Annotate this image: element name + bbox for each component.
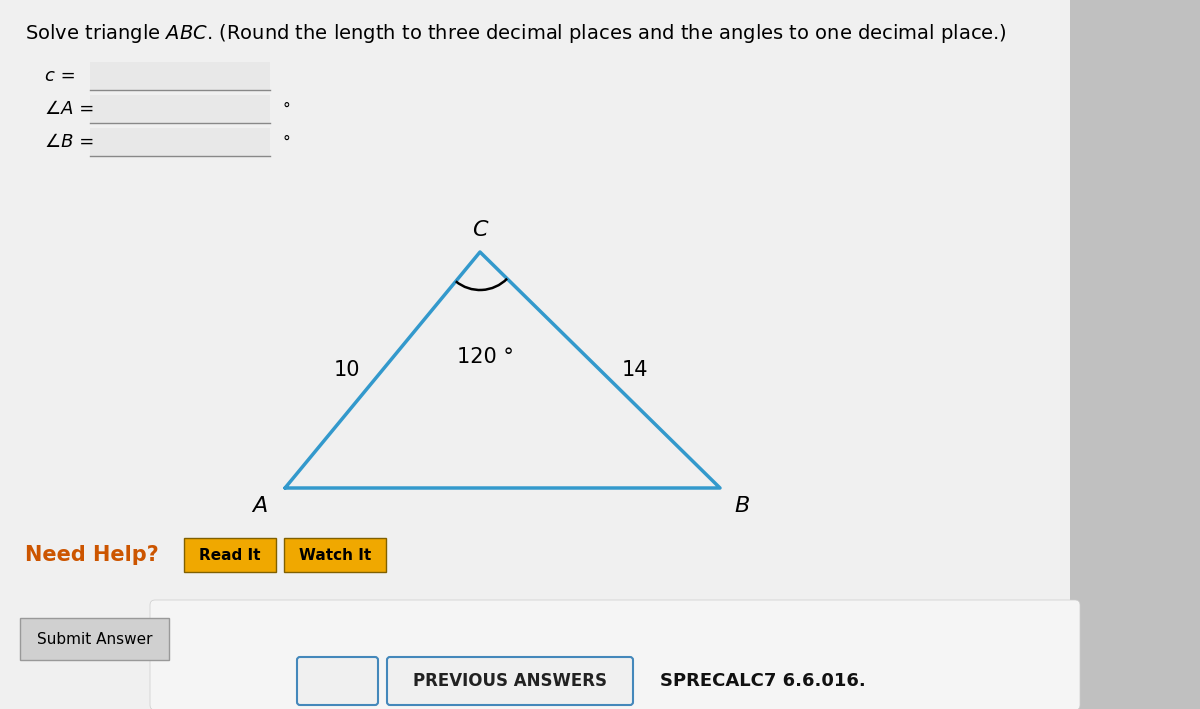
Bar: [90, 95, 270, 123]
Text: Read It: Read It: [199, 547, 260, 562]
Text: Watch It: Watch It: [299, 547, 371, 562]
Text: A: A: [252, 496, 266, 516]
FancyBboxPatch shape: [386, 657, 634, 705]
Text: c =: c =: [46, 67, 76, 85]
Bar: [90, 128, 270, 156]
FancyBboxPatch shape: [284, 538, 386, 572]
Text: B: B: [734, 496, 749, 516]
Text: Solve triangle $\mathit{ABC}$. (Round the length to three decimal places and the: Solve triangle $\mathit{ABC}$. (Round th…: [25, 22, 1007, 45]
Text: °: °: [282, 135, 289, 150]
Text: Need Help?: Need Help?: [25, 545, 158, 565]
Text: Submit Answer: Submit Answer: [37, 632, 152, 647]
Text: ∠B =: ∠B =: [46, 133, 95, 151]
Text: °: °: [282, 101, 289, 116]
Text: 120 °: 120 °: [456, 347, 514, 367]
Bar: [0, 0, 1070, 709]
Text: C: C: [473, 220, 487, 240]
Text: SPRECALC7 6.6.016.: SPRECALC7 6.6.016.: [660, 672, 865, 690]
Bar: [90, 62, 270, 90]
Text: ∠A =: ∠A =: [46, 100, 95, 118]
Bar: [1070, 0, 1200, 709]
FancyBboxPatch shape: [298, 657, 378, 705]
FancyBboxPatch shape: [20, 618, 169, 660]
FancyBboxPatch shape: [150, 600, 1080, 709]
Text: 10: 10: [334, 360, 360, 380]
FancyBboxPatch shape: [184, 538, 276, 572]
Text: PREVIOUS ANSWERS: PREVIOUS ANSWERS: [413, 672, 607, 690]
Text: 14: 14: [622, 360, 648, 380]
